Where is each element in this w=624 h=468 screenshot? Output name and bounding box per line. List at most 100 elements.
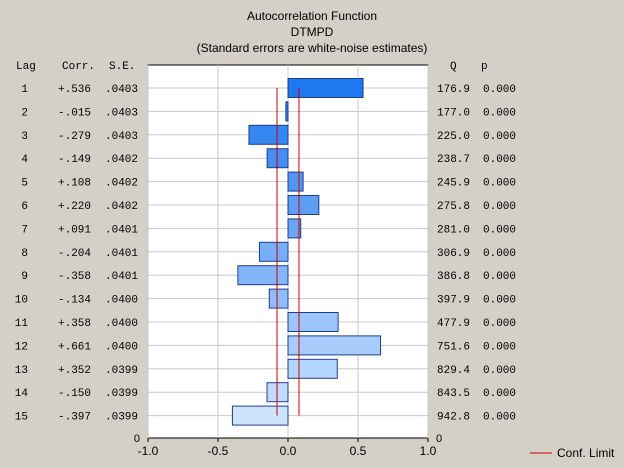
x-tick-label: -1.0 — [138, 444, 159, 458]
q-value: 281.0 — [437, 224, 470, 236]
corr-value: -.150 — [58, 388, 91, 400]
chart-titles: Autocorrelation Function DTMPD (Standard… — [0, 8, 624, 56]
corr-value: +.108 — [58, 178, 91, 190]
lag-label: 8 — [21, 248, 28, 260]
bar-lag-8 — [258, 241, 289, 262]
q-value: 942.8 — [437, 412, 470, 424]
header-p: p — [481, 61, 488, 73]
corr-value: -.149 — [58, 154, 91, 166]
q-value: 176.9 — [437, 84, 470, 96]
bar-lag-9 — [237, 265, 289, 286]
p-value: 0.000 — [483, 341, 516, 353]
corr-value: +.091 — [58, 224, 91, 236]
p-value: 0.000 — [483, 412, 516, 424]
header-corr: Corr. — [62, 61, 95, 73]
p-value: 0.000 — [483, 365, 516, 377]
lag-label: 14 — [15, 388, 29, 400]
axis-ticks: -1.0 -0.5 0.0 0.5 1.00 0 — [134, 433, 442, 458]
header-se: S.E. — [109, 61, 135, 73]
se-value: .0401 — [105, 248, 138, 260]
bar-lag-3 — [248, 124, 289, 145]
p-value: 0.000 — [483, 248, 516, 260]
bar-lag-15 — [231, 405, 289, 426]
p-value: 0.000 — [483, 295, 516, 307]
se-value: .0400 — [105, 295, 138, 307]
lag-label: 4 — [21, 154, 28, 166]
bar-lag-4 — [266, 148, 289, 169]
chart-title: Autocorrelation Function — [246, 9, 378, 23]
bar-lag-11 — [287, 312, 339, 332]
legend-label: Conf. Limit — [557, 446, 615, 460]
q-value: 843.5 — [437, 388, 470, 400]
bar-lag-2 — [285, 101, 289, 122]
bar-lag-10 — [268, 288, 289, 309]
legend: Conf. Limit — [530, 446, 615, 460]
lag-label: 12 — [15, 341, 28, 353]
q-value: 225.0 — [437, 131, 470, 143]
se-value: .0403 — [105, 131, 138, 143]
lag-label: 13 — [15, 365, 28, 377]
confidence-limits — [276, 88, 300, 416]
p-value: 0.000 — [483, 318, 516, 330]
q-value: 477.9 — [437, 318, 470, 330]
corr-value: -.015 — [58, 107, 91, 119]
q-value: 306.9 — [437, 248, 470, 260]
chart-subtitle: DTMPD — [290, 25, 334, 39]
x-tick-label: -0.5 — [208, 444, 229, 458]
p-value: 0.000 — [483, 178, 516, 190]
bar-lag-1 — [287, 78, 364, 98]
se-value: .0400 — [105, 318, 138, 330]
q-value: 751.6 — [437, 341, 470, 353]
se-value: .0401 — [105, 224, 138, 236]
q-value: 275.8 — [437, 201, 470, 213]
bar-lag-13 — [287, 358, 338, 379]
se-value: .0399 — [105, 365, 138, 377]
q-value: 177.0 — [437, 107, 470, 119]
x-tick-label: 0.0 — [280, 444, 297, 458]
corr-value: -.279 — [58, 131, 91, 143]
chart-note: (Standard errors are white-noise estimat… — [196, 41, 428, 55]
p-value: 0.000 — [483, 201, 516, 213]
lag-label: 7 — [21, 224, 28, 236]
x-tick-label: 1.0 — [420, 444, 437, 458]
p-value: 0.000 — [483, 154, 516, 166]
p-value: 0.000 — [483, 388, 516, 400]
p-value: 0.000 — [483, 107, 516, 119]
lag-label: 15 — [15, 412, 28, 424]
lag-label: 6 — [21, 201, 28, 213]
corr-value: +.352 — [58, 365, 91, 377]
corr-value: -.358 — [58, 271, 91, 283]
corr-value: +.358 — [58, 318, 91, 330]
q-value: 245.9 — [437, 178, 470, 190]
p-value: 0.000 — [483, 84, 516, 96]
p-value: 0.000 — [483, 224, 516, 236]
q-value: 238.7 — [437, 154, 470, 166]
bar-lag-6 — [287, 195, 320, 215]
se-value: .0403 — [105, 107, 138, 119]
zero-label-right: 0 — [436, 433, 442, 445]
row-table: 1 +.536 .0403 176.9 0.000 2 -.015 .0403 177.0 0.0… — [15, 84, 516, 424]
se-value: .0400 — [105, 341, 138, 353]
se-value: .0402 — [105, 154, 138, 166]
header-lag: Lag — [16, 61, 36, 73]
se-value: .0402 — [105, 178, 138, 190]
corr-value: +.661 — [58, 341, 91, 353]
se-value: .0403 — [105, 84, 138, 96]
se-value: .0402 — [105, 201, 138, 213]
se-value: .0401 — [105, 271, 138, 283]
lag-label: 2 — [21, 107, 28, 119]
zero-label-left: 0 — [134, 433, 140, 445]
corr-value: -.397 — [58, 412, 91, 424]
lag-label: 5 — [21, 178, 28, 190]
p-value: 0.000 — [483, 131, 516, 143]
lag-label: 1 — [21, 84, 28, 96]
se-value: .0399 — [105, 388, 138, 400]
bar-lag-5 — [287, 171, 304, 192]
bar-lag-12 — [287, 335, 382, 356]
corr-value: +.536 — [58, 84, 91, 96]
corr-value: +.220 — [58, 201, 91, 213]
x-tick-label: 0.5 — [350, 444, 367, 458]
p-value: 0.000 — [483, 271, 516, 283]
